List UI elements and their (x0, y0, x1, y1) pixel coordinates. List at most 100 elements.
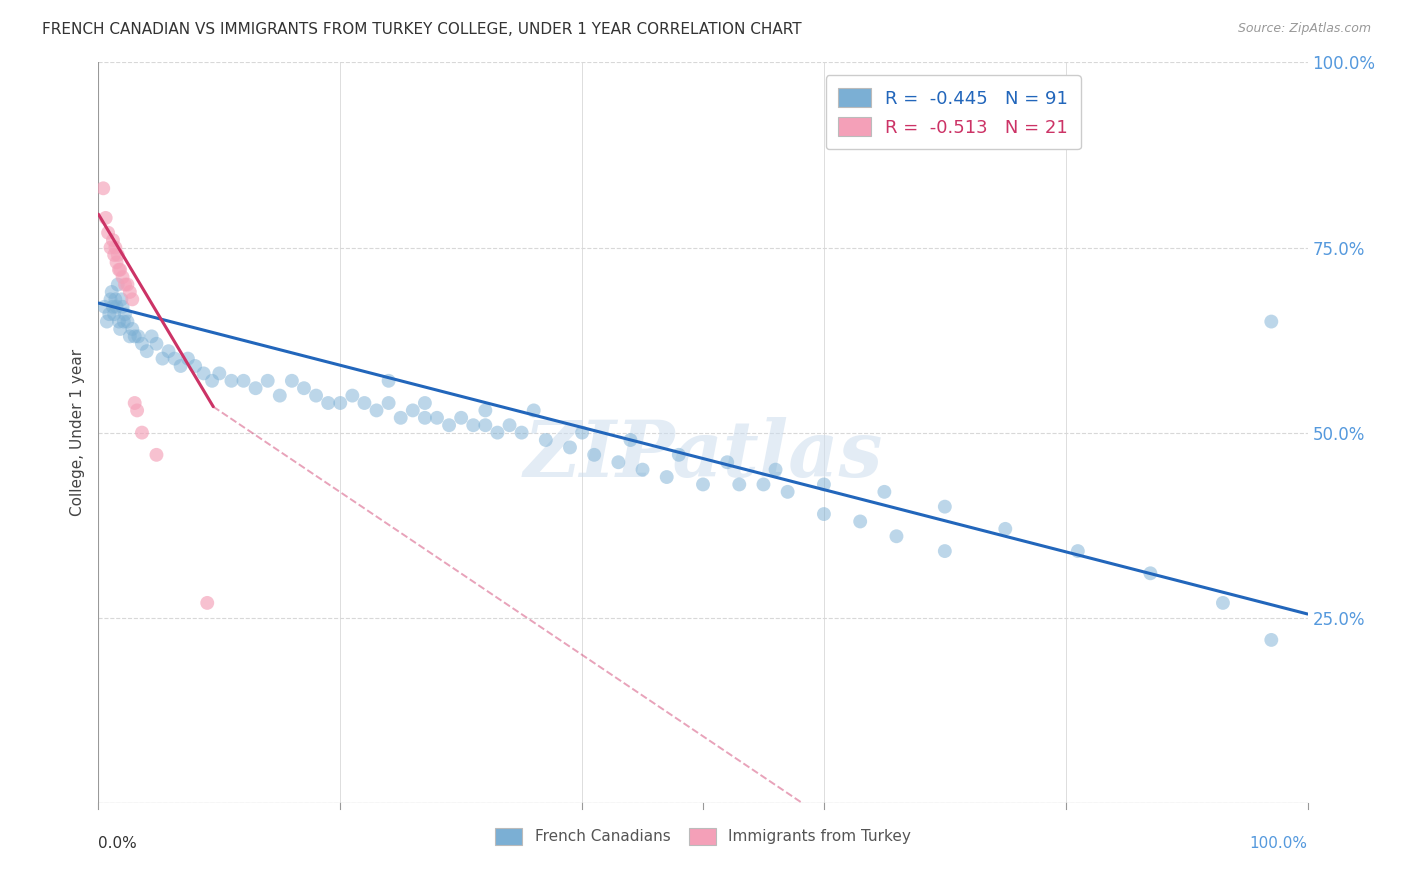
Point (117, 277, 139, 292)
Point (152, 351, 174, 366)
Point (463, 418, 485, 433)
Point (145, 336, 167, 351)
Point (752, 477, 775, 491)
Point (112, 314, 135, 328)
Point (97, 226, 120, 240)
Point (104, 293, 127, 307)
Point (108, 314, 131, 328)
Point (108, 322, 131, 336)
Point (131, 336, 153, 351)
Point (510, 425, 533, 440)
Point (103, 307, 125, 321)
Point (127, 403, 149, 417)
Point (177, 351, 200, 366)
Point (221, 374, 243, 388)
Point (232, 374, 254, 388)
Point (141, 329, 163, 343)
Point (101, 233, 124, 247)
Point (377, 396, 399, 410)
Point (342, 388, 364, 402)
Point (558, 441, 581, 455)
Text: ZIPatlas: ZIPatlas (523, 417, 883, 493)
Point (118, 329, 141, 343)
Point (619, 433, 641, 447)
Point (765, 462, 787, 476)
Point (813, 477, 835, 491)
Legend: French Canadians, Immigrants from Turkey: French Canadians, Immigrants from Turkey (489, 822, 917, 851)
Point (281, 374, 304, 388)
Point (377, 374, 399, 388)
Point (402, 403, 425, 417)
Point (305, 388, 328, 402)
Point (571, 425, 593, 440)
Point (105, 300, 128, 314)
Point (105, 255, 128, 269)
Point (292, 381, 315, 395)
Point (100, 240, 122, 255)
Point (486, 425, 509, 440)
Point (124, 396, 146, 410)
Point (498, 418, 520, 433)
Text: FRENCH CANADIAN VS IMMIGRANTS FROM TURKEY COLLEGE, UNDER 1 YEAR CORRELATION CHAR: FRENCH CANADIAN VS IMMIGRANTS FROM TURKE… (42, 22, 801, 37)
Point (1260, 314, 1282, 328)
Point (776, 484, 799, 499)
Point (121, 322, 143, 336)
Point (873, 484, 896, 499)
Point (100, 293, 122, 307)
Point (193, 367, 215, 381)
Point (1139, 566, 1161, 581)
Point (135, 344, 157, 359)
Point (93, 300, 115, 314)
Point (145, 448, 167, 462)
Point (101, 300, 124, 314)
Point (107, 277, 129, 292)
Point (114, 277, 136, 292)
Point (668, 448, 690, 462)
Point (692, 477, 714, 491)
Point (107, 248, 129, 262)
Point (98, 307, 121, 321)
Point (111, 300, 134, 314)
Point (1260, 632, 1282, 647)
Point (94, 211, 117, 225)
Point (269, 388, 291, 402)
Point (121, 293, 143, 307)
Point (886, 529, 908, 543)
Point (474, 403, 496, 417)
Point (934, 500, 956, 514)
Point (131, 425, 153, 440)
Point (114, 307, 136, 321)
Point (208, 367, 231, 381)
Point (1067, 544, 1090, 558)
Point (534, 433, 557, 447)
Point (118, 285, 141, 299)
Point (366, 403, 388, 417)
Point (169, 359, 191, 373)
Point (108, 262, 131, 277)
Point (655, 470, 678, 484)
Point (100, 285, 122, 299)
Point (256, 374, 278, 388)
Point (583, 448, 606, 462)
Point (450, 410, 472, 425)
Text: 100.0%: 100.0% (1250, 836, 1308, 851)
Point (316, 396, 339, 410)
Text: 0.0%: 0.0% (98, 836, 138, 851)
Point (934, 544, 956, 558)
Text: Source: ZipAtlas.com: Source: ZipAtlas.com (1237, 22, 1371, 36)
Point (195, 596, 218, 610)
Point (329, 396, 352, 410)
Point (607, 455, 630, 469)
Point (124, 329, 146, 343)
Point (413, 410, 436, 425)
Point (201, 374, 224, 388)
Point (728, 477, 751, 491)
Point (117, 314, 139, 328)
Point (163, 351, 186, 366)
Point (437, 418, 460, 433)
Point (994, 522, 1017, 536)
Point (1212, 596, 1234, 610)
Point (157, 344, 180, 359)
Point (413, 396, 436, 410)
Point (716, 455, 738, 469)
